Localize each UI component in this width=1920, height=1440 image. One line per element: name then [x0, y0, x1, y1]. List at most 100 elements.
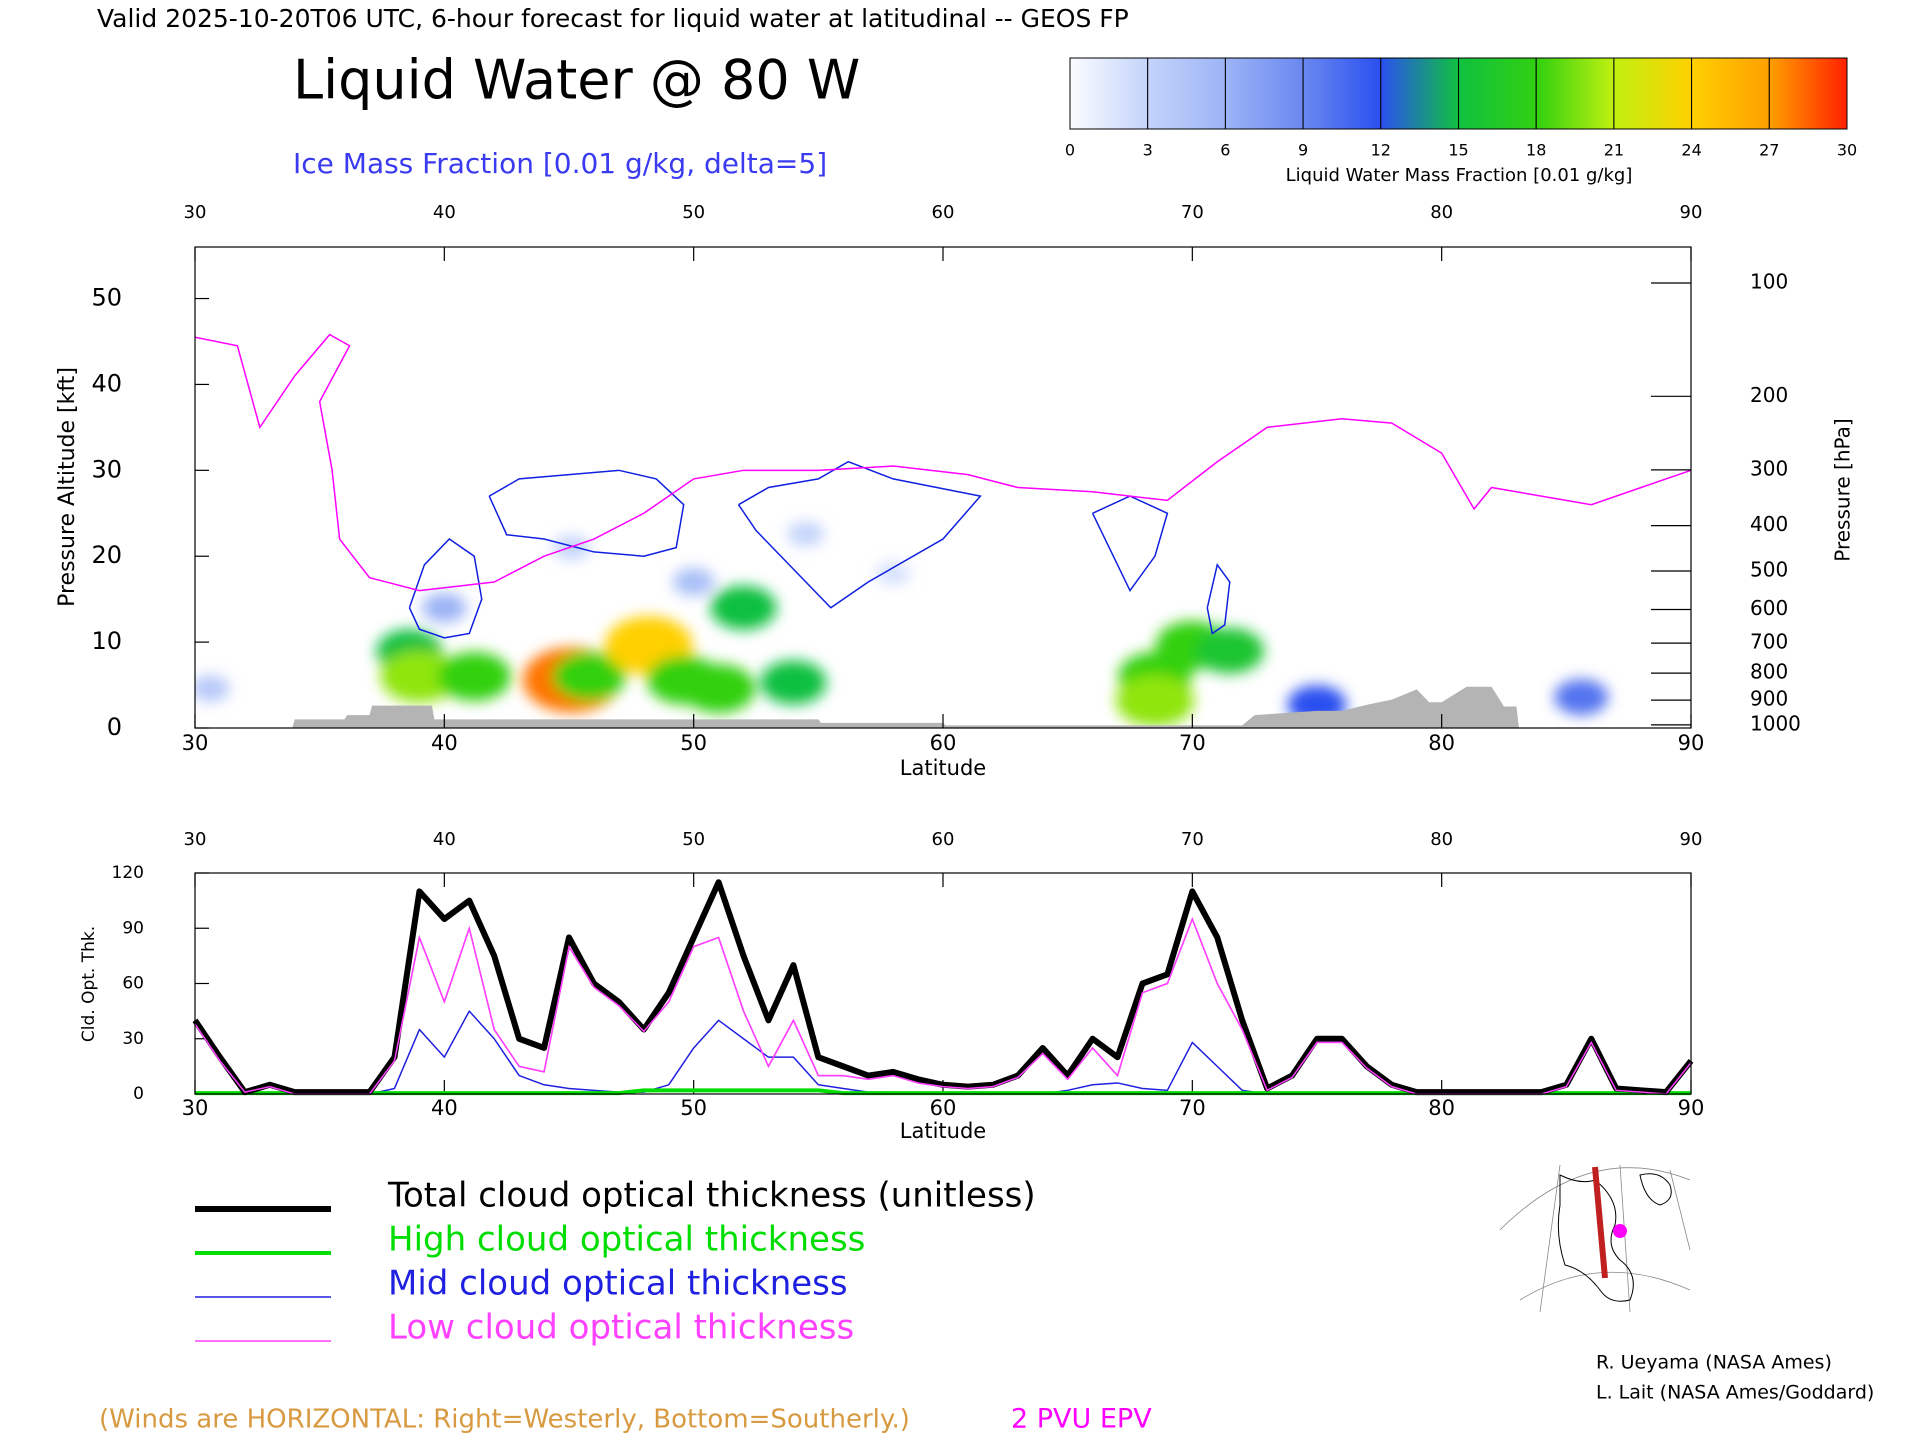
- colorbar-tick-label: 21: [1604, 141, 1624, 160]
- colorbar-bin: [1069, 57, 1149, 130]
- legend-label: Mid cloud optical thickness: [388, 1264, 848, 1304]
- x-tick-label: 60: [932, 829, 955, 850]
- colorbar-tick-label: 15: [1448, 141, 1468, 160]
- y2-tick-label: 600: [1750, 596, 1788, 620]
- colorbar-bin: [1535, 57, 1615, 130]
- ice-contour: [1206, 563, 1231, 635]
- colorbar-bin: [1768, 57, 1848, 130]
- y-tick-label: 120: [112, 863, 144, 883]
- liquid-water-patch: [1554, 679, 1609, 716]
- y-axis-label: Pressure Altitude [kft]: [55, 367, 80, 607]
- colorbar-tick-label: 27: [1759, 141, 1779, 160]
- x-tick-label: 60: [932, 202, 955, 223]
- legend-label: Total cloud optical thickness (unitless): [387, 1176, 1036, 1216]
- x-tick-label: 70: [1181, 829, 1204, 850]
- wind-note: (Winds are HORIZONTAL: Right=Westerly, B…: [99, 1405, 910, 1435]
- x-tick-label: 80: [1428, 1096, 1455, 1120]
- x-tick-label: 70: [1179, 731, 1206, 755]
- y-axis-label: Cld. Opt. Thk.: [79, 926, 99, 1042]
- x-tick-label: 40: [431, 1096, 458, 1120]
- y-tick-label: 0: [133, 1084, 144, 1104]
- credit: R. Ueyama (NASA Ames): [1596, 1352, 1832, 1374]
- x-tick-label: 40: [431, 731, 458, 755]
- chart-title: Liquid Water @ 80 W: [293, 49, 860, 112]
- colorbar-tick-label: 18: [1526, 141, 1546, 160]
- x-tick-label: 30: [184, 202, 207, 223]
- y-tick-label: 50: [91, 284, 122, 312]
- liquid-water-patch: [875, 561, 911, 585]
- epv-legend: 2 PVU EPV: [1011, 1404, 1152, 1435]
- x-tick-label: 30: [182, 1096, 209, 1120]
- x-tick-label: 50: [682, 829, 705, 850]
- liquid-water-patch: [787, 521, 825, 547]
- series-line: [194, 918, 1692, 1095]
- liquid-water-patch: [422, 592, 467, 623]
- y-tick-label: 20: [91, 541, 122, 569]
- legend-label: High cloud optical thickness: [388, 1220, 865, 1260]
- x-tick-label: 80: [1430, 829, 1453, 850]
- x-tick-label: 70: [1181, 202, 1204, 223]
- liquid-water-patch: [672, 567, 715, 596]
- series-line: [192, 879, 1694, 1096]
- ice-contour: [488, 469, 685, 557]
- y-tick-label: 40: [91, 369, 122, 397]
- plot-frame: [194, 872, 1692, 1095]
- y-tick-label: 60: [122, 974, 144, 994]
- liquid-water-patch: [1195, 627, 1264, 674]
- colorbar-tick-label: 3: [1143, 141, 1153, 160]
- x-tick-label: 90: [1678, 1096, 1705, 1120]
- y-tick-label: 30: [122, 1029, 144, 1049]
- liquid-water-patch: [437, 652, 511, 701]
- x-tick-label: 50: [680, 731, 707, 755]
- terrain: [195, 686, 1691, 728]
- page-title: Valid 2025-10-20T06 UTC, 6-hour forecast…: [97, 4, 1129, 33]
- x-tick-label: 60: [930, 731, 957, 755]
- y2-tick-label: 1000: [1750, 711, 1801, 735]
- colorbar-tick-label: 9: [1298, 141, 1308, 160]
- x-tick-label: 70: [1179, 1096, 1206, 1120]
- y2-tick-label: 900: [1750, 687, 1788, 711]
- y2-axis-label: Pressure [hPa]: [1831, 418, 1855, 561]
- x-tick-label: 40: [433, 202, 456, 223]
- y2-tick-label: 400: [1750, 512, 1788, 536]
- x-axis-label: Latitude: [900, 756, 986, 780]
- liquid-water-patch: [380, 650, 459, 703]
- x-tick-label: 60: [930, 1096, 957, 1120]
- y2-tick-label: 800: [1750, 660, 1788, 684]
- colorbar-bin: [1224, 57, 1304, 130]
- liquid-water-patch: [552, 652, 626, 701]
- liquid-water-patch: [760, 660, 827, 705]
- y2-tick-label: 200: [1750, 383, 1788, 407]
- y-tick-label: 90: [122, 918, 144, 938]
- ice-contour: [737, 460, 982, 609]
- x-tick-label: 90: [1680, 202, 1703, 223]
- x-tick-label: 90: [1680, 829, 1703, 850]
- x-tick-label: 50: [680, 1096, 707, 1120]
- liquid-water-patch: [195, 675, 230, 702]
- x-tick-label: 90: [1678, 731, 1705, 755]
- y2-tick-label: 500: [1750, 557, 1788, 581]
- y-tick-label: 30: [91, 455, 122, 483]
- legend-label: Low cloud optical thickness: [388, 1308, 854, 1348]
- series-line: [194, 916, 1692, 1095]
- credit: L. Lait (NASA Ames/Goddard): [1596, 1382, 1874, 1404]
- colorbar-bin: [1613, 57, 1693, 130]
- colorbar-label: Liquid Water Mass Fraction [0.01 g/kg]: [1286, 165, 1633, 186]
- colorbar-tick-label: 30: [1837, 141, 1857, 160]
- colorbar-tick-label: 0: [1065, 141, 1075, 160]
- liquid-water-patch: [552, 535, 591, 561]
- chart-subtitle: Ice Mass Fraction [0.01 g/kg, delta=5]: [293, 147, 827, 180]
- liquid-water: [195, 521, 1609, 727]
- liquid-water-patch: [710, 585, 777, 630]
- x-tick-label: 30: [182, 731, 209, 755]
- x-tick-label: 50: [682, 202, 705, 223]
- map-inset: [1494, 1163, 1691, 1313]
- liquid-water-patch: [682, 664, 756, 713]
- epv-line: [195, 333, 1691, 592]
- x-axis-label: Latitude: [900, 1119, 986, 1143]
- ice-contour: [408, 538, 483, 639]
- colorbar-bin: [1458, 57, 1537, 130]
- colorbar-bin: [1147, 57, 1226, 130]
- colorbar-tick-label: 6: [1220, 141, 1230, 160]
- x-tick-label: 80: [1428, 731, 1455, 755]
